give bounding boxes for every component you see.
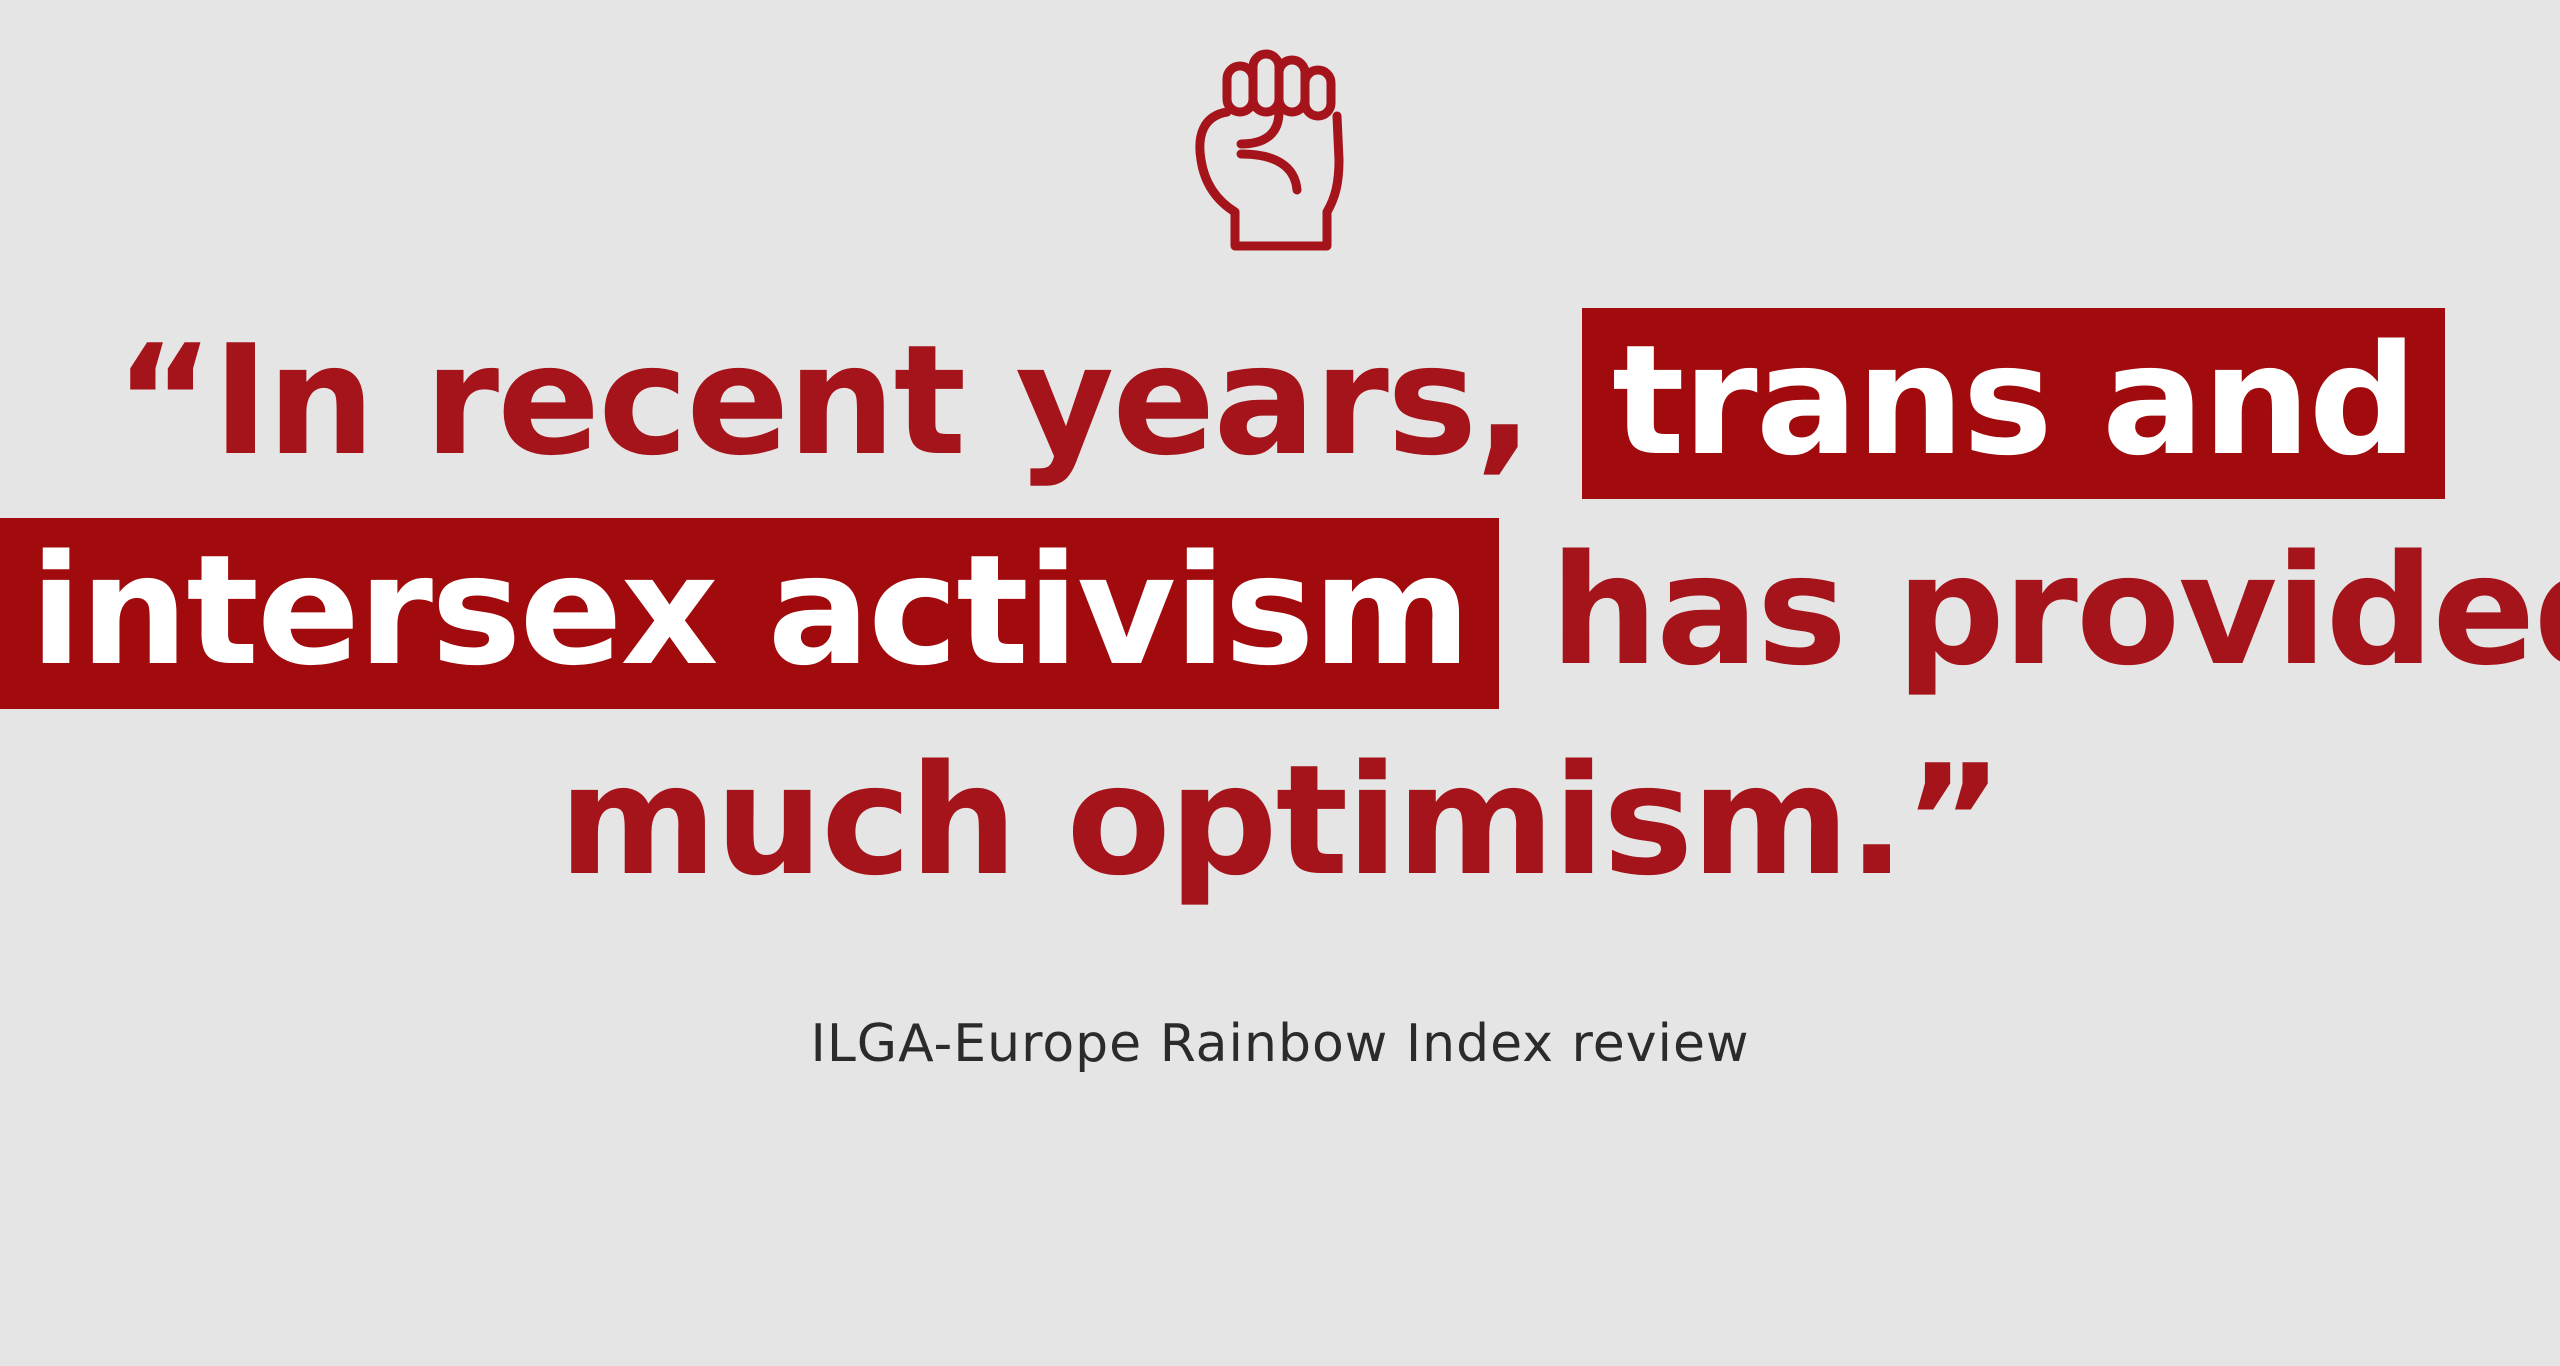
- quote-line-2: intersex activism has provided: [0, 506, 2560, 716]
- quote-highlight-1: trans and: [1582, 308, 2446, 499]
- quote-line-1-text: “In recent years,: [114, 312, 1583, 489]
- quote-highlight-2: intersex activism: [0, 518, 1500, 709]
- quote-source: ILGA-Europe Rainbow Index review: [810, 1014, 1750, 1074]
- quote-line-2-text: has provided: [1499, 522, 2560, 699]
- quote-line-3: much optimism.”: [558, 732, 2004, 909]
- quote-line-1: “In recent years, trans and: [0, 296, 2560, 506]
- raised-fist-icon: [1195, 49, 1344, 251]
- quote-text: “In recent years, trans and intersex act…: [0, 296, 2560, 926]
